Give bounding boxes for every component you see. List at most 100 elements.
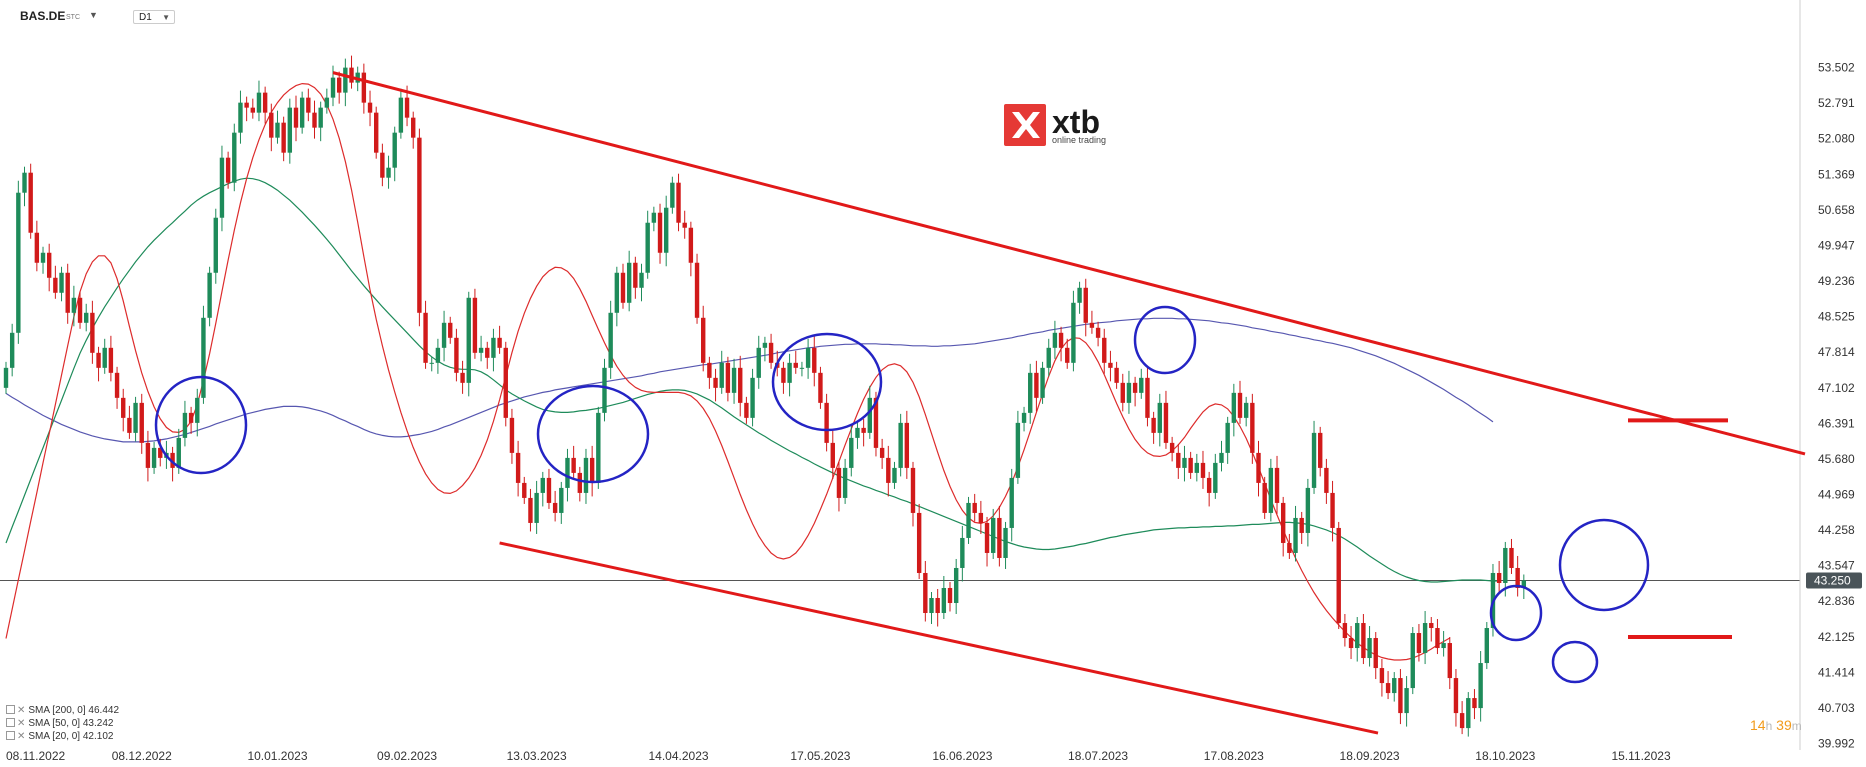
candle-body bbox=[682, 222, 687, 228]
y-tick-label: 40.703 bbox=[1818, 701, 1855, 715]
candle-body bbox=[916, 512, 922, 573]
candle-body bbox=[1305, 487, 1311, 533]
candle-body bbox=[491, 337, 496, 358]
candle-body bbox=[1435, 628, 1440, 649]
indicator-label: SMA [200, 0] 46.442 bbox=[28, 705, 120, 716]
remove-indicator-icon[interactable]: ✕ bbox=[17, 705, 26, 716]
candle-body bbox=[1219, 452, 1224, 463]
candle-body bbox=[1466, 698, 1471, 729]
remove-indicator-icon[interactable]: ✕ bbox=[17, 731, 26, 742]
candle-body bbox=[768, 342, 774, 363]
candle-body bbox=[9, 332, 15, 368]
candle-body bbox=[343, 67, 348, 93]
candle-body bbox=[435, 347, 441, 363]
candle-body bbox=[114, 372, 120, 398]
candle-body bbox=[984, 522, 990, 553]
indicator-legend-sma20[interactable]: ✕ SMA [20, 0] 42.102 bbox=[6, 731, 113, 742]
highlight-circle bbox=[1133, 305, 1197, 375]
candle-body bbox=[34, 232, 40, 263]
y-tick-label: 43.547 bbox=[1818, 559, 1855, 573]
candle-body bbox=[158, 447, 163, 458]
candle-body bbox=[1065, 347, 1070, 363]
x-tick-label: 17.08.2023 bbox=[1204, 749, 1264, 763]
x-tick-label: 18.10.2023 bbox=[1475, 749, 1535, 763]
candle-body bbox=[910, 467, 916, 513]
candle-body bbox=[1447, 643, 1452, 679]
candle-body bbox=[953, 567, 959, 604]
candle-body bbox=[1472, 698, 1477, 709]
candle-body bbox=[1256, 452, 1261, 483]
indicator-legend-sma200[interactable]: ✕ SMA [200, 0] 46.442 bbox=[6, 705, 119, 716]
candle-body bbox=[663, 207, 669, 253]
candle-body bbox=[1046, 347, 1051, 368]
candle-body bbox=[892, 467, 897, 483]
candle-body bbox=[53, 277, 58, 293]
indicator-legend-sma50[interactable]: ✕ SMA [50, 0] 43.242 bbox=[6, 718, 113, 729]
trendline-annotations bbox=[154, 71, 1806, 735]
candle-body bbox=[1484, 628, 1489, 664]
candle-body bbox=[28, 172, 33, 233]
candle-body bbox=[614, 272, 620, 313]
candle-body bbox=[719, 362, 724, 388]
candle-body bbox=[195, 397, 200, 423]
candle-body bbox=[694, 262, 700, 318]
candle-body bbox=[559, 487, 564, 513]
candle-body bbox=[787, 362, 792, 383]
candle-body bbox=[238, 102, 243, 133]
y-tick-label: 49.236 bbox=[1818, 274, 1855, 288]
candle-body bbox=[1250, 402, 1255, 453]
current-price-badge bbox=[1806, 572, 1862, 589]
highlight-circle bbox=[536, 384, 650, 484]
candle-body bbox=[997, 517, 1002, 558]
candle-body bbox=[626, 262, 632, 303]
candle-body bbox=[361, 72, 367, 103]
candle-body bbox=[411, 117, 416, 138]
candle-body bbox=[879, 447, 885, 458]
candle-body bbox=[589, 457, 595, 483]
candle-body bbox=[941, 587, 947, 614]
candle-body bbox=[1355, 623, 1360, 649]
candle-body bbox=[855, 427, 860, 438]
candle-body bbox=[923, 572, 928, 614]
y-tick-label: 47.814 bbox=[1818, 345, 1855, 359]
y-tick-label: 52.791 bbox=[1818, 96, 1855, 110]
candle-body bbox=[1330, 492, 1335, 528]
x-axis-labels: 08.11.2022 08.12.2022 10.01.2023 09.02.2023… bbox=[6, 749, 1671, 763]
candle-body bbox=[1163, 402, 1169, 443]
y-tick-label: 41.414 bbox=[1818, 665, 1855, 679]
descending-resistance-trendline bbox=[332, 71, 1806, 456]
candle-body bbox=[1318, 432, 1323, 468]
x-tick-label: 15.11.2023 bbox=[1611, 749, 1670, 763]
candle-body bbox=[466, 297, 471, 383]
candle-body bbox=[127, 417, 132, 433]
descending-support-trendline bbox=[499, 541, 1379, 735]
remove-indicator-icon[interactable]: ✕ bbox=[17, 718, 26, 729]
candle-body bbox=[1188, 457, 1193, 473]
candle-body bbox=[454, 337, 459, 373]
candle-body bbox=[108, 347, 114, 373]
candle-body bbox=[96, 352, 101, 368]
candle-body bbox=[448, 322, 453, 338]
y-tick-label: 44.969 bbox=[1818, 487, 1855, 501]
candle-body bbox=[293, 107, 299, 128]
xtb-logo-x-icon bbox=[1012, 112, 1040, 138]
candle-body bbox=[1496, 572, 1502, 583]
candle-body bbox=[1441, 643, 1446, 649]
candle-body bbox=[250, 107, 255, 113]
candle-body bbox=[219, 157, 225, 218]
candle-body bbox=[1268, 467, 1274, 513]
candle-body bbox=[762, 342, 768, 348]
x-tick-label: 18.09.2023 bbox=[1340, 749, 1400, 763]
timeframe-select[interactable]: D1 ▼ bbox=[133, 10, 175, 24]
candle-body bbox=[1225, 422, 1230, 453]
candle-body bbox=[225, 157, 231, 183]
candle-body bbox=[404, 97, 410, 118]
candle-body bbox=[1194, 462, 1200, 473]
candle-body bbox=[1021, 412, 1027, 423]
candle-body bbox=[935, 597, 940, 614]
candle-body bbox=[528, 497, 533, 523]
candle-body bbox=[1410, 633, 1415, 689]
symbol-dropdown-icon[interactable]: ▼ bbox=[89, 10, 98, 20]
symbol-label[interactable]: BAS.DE bbox=[20, 9, 66, 23]
